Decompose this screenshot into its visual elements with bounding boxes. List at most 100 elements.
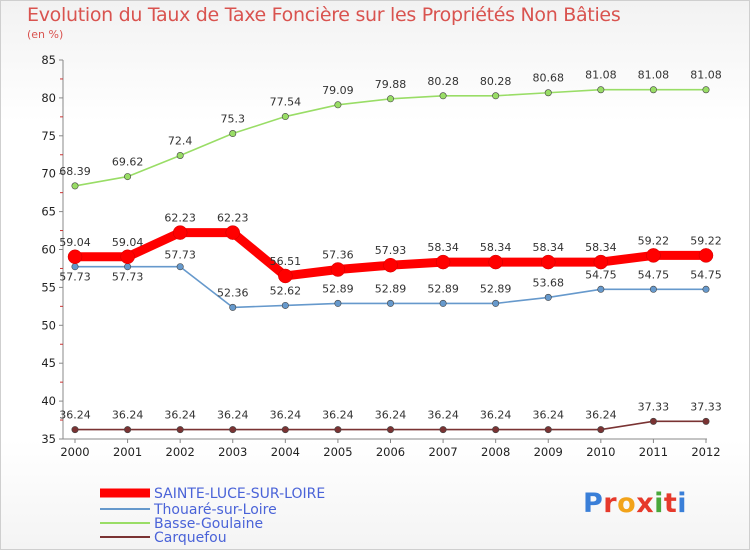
data-label: 57.73 bbox=[164, 249, 196, 262]
series-carquefou bbox=[71, 417, 710, 434]
data-point bbox=[229, 426, 237, 434]
data-point bbox=[120, 249, 135, 265]
data-point bbox=[492, 426, 500, 434]
x-tick-label: 2006 bbox=[376, 445, 405, 459]
data-point bbox=[702, 86, 710, 94]
series-basse-goulaine bbox=[71, 86, 710, 190]
data-point bbox=[439, 299, 447, 307]
data-point bbox=[435, 254, 451, 270]
data-label: 68.39 bbox=[59, 165, 91, 178]
data-point bbox=[702, 285, 710, 293]
logo-letter: x bbox=[636, 488, 655, 519]
data-label: 37.33 bbox=[638, 400, 670, 413]
data-label: 54.75 bbox=[690, 268, 722, 281]
data-point bbox=[646, 248, 661, 263]
data-label: 36.24 bbox=[322, 409, 354, 422]
logo-letter: i bbox=[677, 488, 688, 519]
data-label: 80.28 bbox=[427, 75, 459, 88]
data-point bbox=[281, 113, 289, 121]
x-tick-label: 2011 bbox=[639, 445, 668, 459]
data-label: 57.73 bbox=[112, 271, 144, 284]
data-point bbox=[649, 86, 657, 94]
data-point bbox=[439, 426, 447, 434]
data-point bbox=[597, 285, 605, 293]
data-point bbox=[597, 426, 605, 434]
data-label: 62.23 bbox=[164, 212, 196, 225]
data-point bbox=[386, 95, 394, 103]
y-tick-label: 60 bbox=[41, 243, 56, 257]
y-tick-label: 65 bbox=[41, 205, 56, 219]
data-point bbox=[124, 173, 132, 181]
data-point bbox=[334, 299, 342, 307]
data-label: 80.68 bbox=[533, 72, 565, 85]
data-label: 36.24 bbox=[59, 409, 91, 422]
x-tick-label: 2012 bbox=[691, 445, 720, 459]
x-tick-label: 2004 bbox=[271, 445, 300, 459]
logo-letter: i bbox=[654, 488, 664, 519]
data-label: 59.04 bbox=[112, 236, 144, 249]
data-point bbox=[492, 299, 500, 307]
data-label: 52.89 bbox=[427, 282, 459, 295]
x-tick-label: 2003 bbox=[218, 445, 247, 459]
x-tick-label: 2002 bbox=[166, 445, 195, 459]
chart-title: Evolution du Taux de Taxe Foncière sur l… bbox=[27, 4, 621, 26]
data-point bbox=[67, 249, 83, 265]
data-label: 37.33 bbox=[690, 400, 722, 413]
data-point bbox=[330, 262, 346, 277]
x-tick-label: 2009 bbox=[534, 445, 563, 459]
logo-letter: P bbox=[583, 488, 604, 519]
data-label: 58.34 bbox=[585, 241, 617, 254]
y-tick-label: 80 bbox=[41, 91, 56, 105]
y-tick-label: 35 bbox=[41, 432, 56, 446]
data-label: 72.4 bbox=[168, 135, 193, 148]
data-point bbox=[593, 254, 609, 270]
data-label: 54.75 bbox=[638, 268, 670, 281]
data-label: 36.24 bbox=[375, 409, 407, 422]
series-sainte-luce-sur-loire bbox=[67, 225, 714, 284]
data-label: 58.34 bbox=[533, 241, 565, 254]
data-label: 36.24 bbox=[480, 409, 512, 422]
data-label: 54.75 bbox=[585, 268, 617, 281]
data-point bbox=[229, 130, 237, 138]
data-point bbox=[229, 303, 237, 311]
data-label: 52.89 bbox=[375, 282, 407, 295]
data-label: 79.88 bbox=[375, 78, 407, 91]
data-point bbox=[386, 299, 394, 307]
data-label: 36.24 bbox=[270, 409, 302, 422]
data-point bbox=[176, 263, 184, 271]
data-label: 79.09 bbox=[322, 84, 354, 97]
data-point bbox=[176, 426, 184, 434]
data-label: 36.24 bbox=[217, 409, 249, 422]
data-label: 36.24 bbox=[427, 409, 459, 422]
data-label: 52.89 bbox=[322, 282, 354, 295]
data-point bbox=[544, 89, 552, 97]
legend-label: SAINTE-LUCE-SUR-LOIRE bbox=[154, 486, 325, 502]
data-point bbox=[71, 182, 79, 190]
data-label: 75.3 bbox=[221, 113, 246, 126]
x-tick-label: 2010 bbox=[586, 445, 615, 459]
data-point bbox=[439, 92, 447, 100]
data-point bbox=[172, 225, 188, 240]
data-label: 58.34 bbox=[480, 241, 512, 254]
legend-label: Basse-Goulaine bbox=[154, 516, 263, 532]
y-tick-label: 85 bbox=[41, 53, 56, 67]
data-point bbox=[383, 257, 398, 273]
data-label: 52.62 bbox=[270, 284, 302, 297]
data-label: 36.24 bbox=[164, 409, 196, 422]
data-point bbox=[71, 426, 79, 434]
y-tick-label: 50 bbox=[41, 318, 56, 332]
data-label: 58.34 bbox=[427, 241, 459, 254]
data-point bbox=[124, 426, 132, 434]
y-tick-label: 45 bbox=[41, 356, 56, 370]
data-label: 56.51 bbox=[270, 255, 302, 268]
data-label: 59.04 bbox=[59, 236, 91, 249]
data-label: 81.08 bbox=[690, 69, 722, 82]
y-tick-label: 40 bbox=[41, 394, 56, 408]
data-point bbox=[541, 254, 556, 270]
data-point bbox=[544, 426, 552, 434]
y-tick-label: 75 bbox=[41, 129, 56, 143]
data-point bbox=[597, 86, 605, 94]
logo-letter: r bbox=[603, 488, 618, 519]
data-point bbox=[698, 248, 714, 263]
